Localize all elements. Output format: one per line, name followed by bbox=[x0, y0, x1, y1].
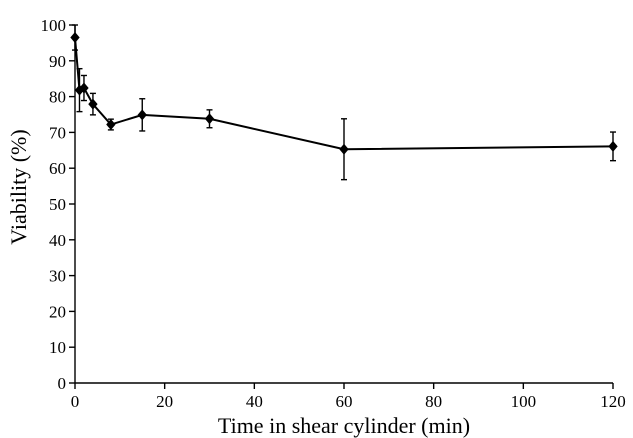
data-point-marker bbox=[339, 143, 349, 155]
x-tick-label: 100 bbox=[511, 392, 537, 411]
x-tick-label: 80 bbox=[425, 392, 442, 411]
data-point-marker bbox=[204, 113, 215, 125]
x-tick-label: 0 bbox=[71, 392, 80, 411]
y-tick-label: 30 bbox=[49, 267, 66, 286]
x-tick-label: 20 bbox=[156, 392, 173, 411]
series-group bbox=[70, 24, 618, 181]
y-tick-label: 80 bbox=[49, 88, 66, 107]
data-point-marker bbox=[88, 98, 98, 110]
y-tick-label: 60 bbox=[49, 159, 66, 178]
y-tick-label: 40 bbox=[49, 231, 66, 250]
data-point-marker bbox=[106, 119, 116, 131]
y-tick-label: 50 bbox=[49, 195, 66, 214]
y-tick-label: 10 bbox=[49, 338, 66, 357]
axes bbox=[74, 25, 613, 384]
data-point-marker bbox=[137, 109, 147, 121]
y-tick-label: 20 bbox=[49, 302, 66, 321]
x-tick-label: 120 bbox=[600, 392, 626, 411]
data-point-marker bbox=[70, 32, 80, 44]
y-tick-label: 90 bbox=[49, 52, 66, 71]
y-axis-label: Viability (%) bbox=[6, 129, 31, 244]
x-axis-label: Time in shear cylinder (min) bbox=[218, 413, 470, 438]
data-point-marker bbox=[79, 82, 89, 94]
data-point-marker bbox=[608, 140, 618, 152]
y-tick-label: 70 bbox=[49, 123, 66, 142]
y-tick-label: 100 bbox=[41, 16, 67, 35]
tick-group: 0 10 20 30 40 50 60 70 80 90 100 0 20 40 60 80 100 120 bbox=[41, 16, 626, 411]
y-tick-label: 0 bbox=[58, 374, 67, 393]
x-tick-label: 60 bbox=[336, 392, 353, 411]
x-tick-label: 40 bbox=[246, 392, 263, 411]
